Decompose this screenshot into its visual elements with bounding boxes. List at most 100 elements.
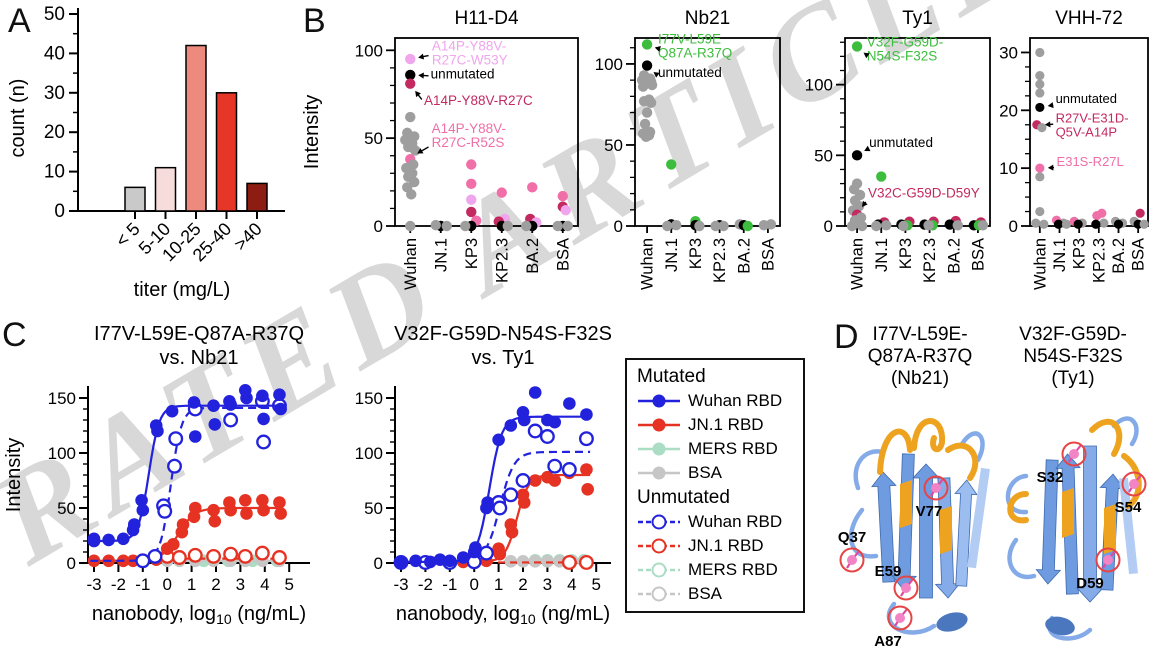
legend-marker-icon (638, 562, 680, 578)
residue-atom (1103, 555, 1113, 565)
x-category-label: BSA (554, 238, 572, 271)
data-point-mut_jn1 (188, 501, 202, 515)
structure-title-line: N54S-F32S (1023, 346, 1123, 367)
data-point (898, 220, 909, 232)
cdr-loop (930, 435, 945, 453)
structure-title-line: (Ty1) (1051, 368, 1095, 389)
data-point-unmut_wuhan (256, 434, 272, 450)
data-point-mut_wuhan (224, 398, 237, 411)
data-point (710, 220, 721, 232)
panel-c-label: C (2, 316, 27, 354)
cdr-strand (940, 506, 952, 554)
legend-item-label: BSA (688, 463, 723, 482)
legend-item-jn-1-rbd-unmutated: JN.1 RBD (637, 534, 803, 558)
series-legend: Mutated Wuhan RBD JN.1 RBD MERS RBD BSA Unmut… (625, 358, 805, 613)
annotation-arrow-head (1047, 102, 1054, 109)
plot-title-line: I77V-L59E-Q87A-R37Q (94, 323, 304, 345)
x-category-label: KP2.3 (1090, 238, 1108, 283)
residue-atom (1069, 449, 1079, 459)
x-tick-label: 2 (211, 575, 220, 594)
annotation-arrow-head (861, 200, 868, 207)
data-point-mut_wuhan (548, 415, 562, 429)
legend-item-mers-rbd-mutated: MERS RBD (637, 437, 803, 461)
data-point (466, 178, 477, 190)
legend-item-label: Wuhan RBD (688, 391, 783, 410)
annotation-arrow-head (1044, 121, 1051, 128)
data-point-unmut_wuhan (223, 412, 239, 428)
y-tick-label: 40 (44, 43, 65, 64)
annotation-text: V32F-G59D- (867, 34, 944, 49)
annotation-text: R27C-R52S (432, 135, 505, 150)
y-tick-label: 50 (44, 4, 65, 25)
plot-title: VHH-72 (1055, 8, 1123, 29)
y-tick-label: 10 (44, 162, 65, 183)
data-point (662, 220, 673, 232)
data-point-unmut_jn1 (187, 547, 203, 563)
legend-item-mers-rbd-unmutated: MERS RBD (637, 558, 803, 582)
legend-item-wuhan-rbd-mutated: Wuhan RBD (637, 389, 803, 413)
cdr-strand (900, 480, 912, 528)
data-point (1061, 219, 1072, 229)
protein-structure-nb21: Q37 V77 E59 A87 (838, 418, 990, 650)
annotation-text: unmutated (869, 135, 933, 150)
data-point (1035, 71, 1045, 81)
beta-strand (1035, 459, 1062, 585)
y-tick-label: 100 (355, 41, 383, 60)
bar (154, 166, 177, 212)
x-tick-label: 3 (236, 575, 245, 594)
x-tick-label: 2 (518, 575, 527, 594)
panel-b-label: B (303, 2, 326, 40)
data-point (1135, 208, 1145, 218)
residue-highlight-circle (1095, 547, 1121, 573)
data-point-mut_wuhan (207, 399, 220, 412)
data-point-unmut_jn1 (561, 554, 577, 570)
helix (936, 612, 968, 632)
bar (185, 44, 207, 212)
y-tick-label: 100 (355, 444, 383, 463)
annotation-text: Q5V-A14P (1056, 124, 1117, 139)
legend-marker-circle (651, 586, 667, 602)
data-point (1037, 123, 1047, 133)
data-point (876, 171, 887, 182)
data-point (552, 220, 563, 232)
data-point-mut_wuhan (240, 391, 253, 405)
plot-box (1029, 37, 1149, 227)
data-point-mut_wuhan (187, 396, 201, 409)
annotation-arrow-head (415, 90, 421, 98)
cdr-loop (945, 442, 979, 481)
data-point (1091, 219, 1101, 229)
y-tick-label: 100 (595, 55, 623, 74)
x-category-label: KP2.3 (711, 238, 729, 283)
legend-header: Mutated (637, 366, 706, 387)
data-point (466, 206, 477, 218)
data-point (1035, 79, 1045, 89)
data-point-mut_jn1 (528, 474, 542, 487)
y-tick-label: 0 (67, 554, 76, 573)
x-tick-label: 5 (591, 575, 600, 594)
data-point-unmut_jn1 (223, 546, 239, 562)
y-tick-label: 0 (1009, 217, 1018, 236)
x-category-label: JN.1 (873, 238, 891, 272)
data-point-unmut_wuhan (478, 545, 494, 561)
data-point (1092, 210, 1102, 221)
data-point-mut_wuhan (394, 555, 408, 569)
y-tick-label: 50 (604, 136, 623, 155)
data-point (1039, 219, 1049, 229)
data-point-mut_wuhan (136, 503, 150, 517)
y-tick-label: 0 (374, 554, 383, 573)
data-point (405, 69, 416, 81)
data-point-mut_wuhan (563, 397, 576, 410)
data-point (881, 220, 892, 231)
data-point-mut_jn1 (207, 503, 220, 517)
x-axis-title: titer (mg/L) (134, 279, 231, 301)
legend-item-bsa-mutated: BSA (637, 461, 803, 485)
data-point (460, 220, 471, 232)
data-point-mut_wuhan (528, 386, 542, 399)
data-point (527, 182, 538, 193)
data-point-unmut_jn1 (578, 554, 594, 570)
data-point (977, 220, 989, 231)
annotation-text: R27C-W53Y (432, 52, 508, 67)
beta-strand (1119, 477, 1138, 575)
